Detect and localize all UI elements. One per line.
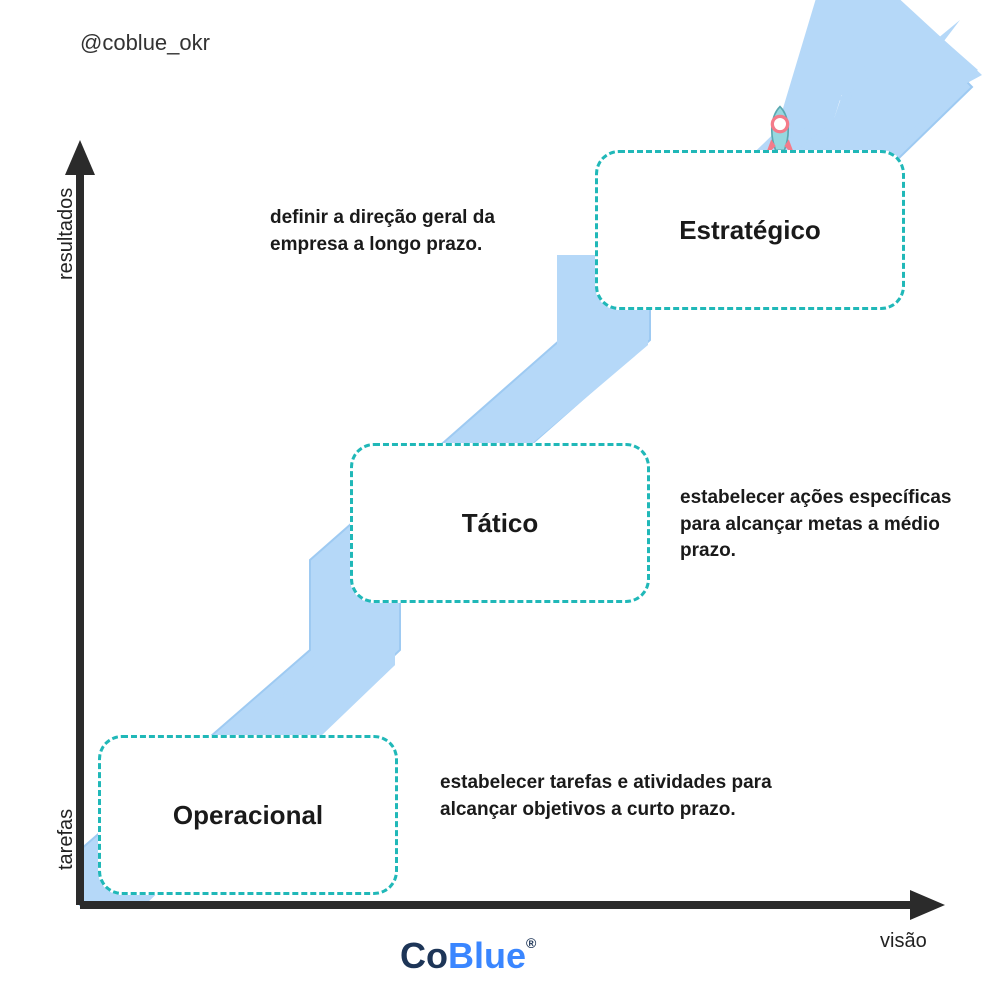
logo-trademark: ®	[526, 935, 536, 951]
box-operacional: Operacional	[98, 735, 398, 895]
box-label-estrategico: Estratégico	[679, 215, 821, 246]
box-label-tatico: Tático	[462, 508, 539, 539]
box-estrategico: Estratégico	[595, 150, 905, 310]
desc-operacional: estabelecer tarefas e atividades para al…	[440, 770, 800, 823]
desc-estrategico: definir a direção geral da empresa a lon…	[270, 205, 570, 258]
box-label-operacional: Operacional	[173, 800, 323, 831]
box-tatico: Tático	[350, 443, 650, 603]
logo-blue: Blue	[448, 935, 526, 976]
y-axis-label-bottom: tarefas	[55, 809, 78, 870]
x-axis-label: visão	[880, 930, 927, 953]
logo-co: Co	[400, 935, 448, 976]
y-axis-label-top: resultados	[55, 188, 78, 280]
desc-tatico: estabelecer ações específicas para alcan…	[680, 485, 960, 565]
coblue-logo: CoBlue®	[400, 935, 536, 977]
